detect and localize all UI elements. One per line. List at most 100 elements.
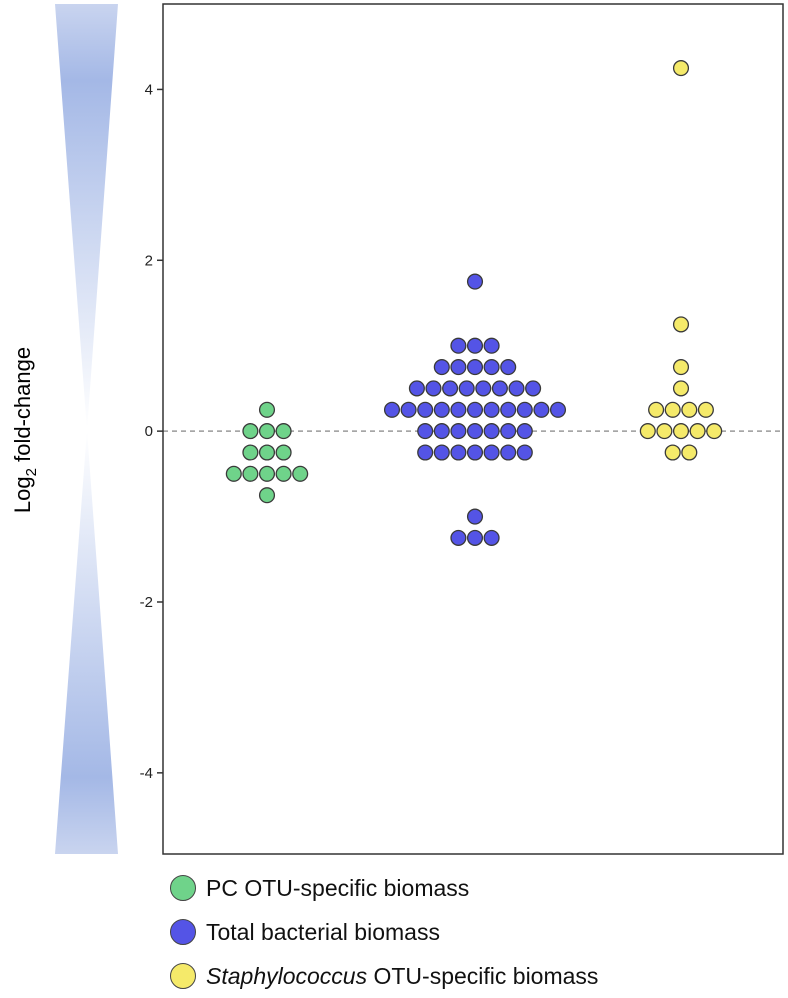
- data-point: [417, 444, 434, 461]
- data-point: [225, 465, 242, 482]
- y-tick-label: 0: [145, 423, 153, 440]
- data-point: [500, 423, 517, 440]
- data-point: [689, 423, 706, 440]
- data-point: [450, 337, 467, 354]
- data-point: [433, 444, 450, 461]
- data-point: [672, 380, 690, 397]
- data-point: [483, 359, 500, 376]
- legend-swatch-staphylococcus: [170, 963, 196, 989]
- data-point: [664, 444, 681, 461]
- data-point: [483, 337, 500, 354]
- data-point: [450, 359, 467, 376]
- data-point: [516, 423, 533, 440]
- data-point: [242, 444, 259, 461]
- y-axis-label-rest: fold-change: [10, 347, 35, 468]
- legend-swatch-pc-otu: [170, 875, 196, 901]
- data-point: [450, 423, 467, 440]
- y-tick-label: 2: [145, 252, 153, 269]
- legend-item-pc-otu: PC OTU-specific biomass: [170, 866, 598, 910]
- data-point: [466, 423, 484, 440]
- y-axis-label-main: Log: [10, 476, 35, 513]
- data-point: [417, 401, 434, 418]
- data-point: [275, 465, 292, 482]
- data-point: [292, 465, 309, 482]
- plot-frame: [162, 3, 784, 855]
- y-axis-label-subscript: 2: [23, 468, 40, 476]
- data-point: [672, 359, 690, 376]
- data-point: [433, 401, 450, 418]
- y-tick-label: 4: [145, 81, 153, 98]
- data-point: [681, 401, 698, 418]
- legend-swatch-total-bacterial: [170, 919, 196, 945]
- data-point: [450, 529, 467, 546]
- data-point: [450, 401, 467, 418]
- data-point: [425, 380, 442, 397]
- data-point: [681, 444, 698, 461]
- data-point: [483, 423, 500, 440]
- data-point: [383, 401, 401, 418]
- data-point: [466, 529, 484, 546]
- data-point: [672, 423, 690, 440]
- data-point: [258, 423, 276, 440]
- data-point: [483, 401, 500, 418]
- data-point: [466, 508, 484, 525]
- legend-label-staphylococcus: Staphylococcus OTU-specific biomass: [206, 963, 598, 990]
- legend-label-pc-otu: PC OTU-specific biomass: [206, 874, 470, 901]
- data-point: [466, 401, 484, 418]
- data-point: [450, 444, 467, 461]
- data-point: [458, 380, 475, 397]
- data-point: [500, 401, 517, 418]
- data-point: [258, 401, 276, 418]
- data-point: [706, 423, 723, 440]
- data-point: [258, 465, 276, 482]
- y-tick-label: -2: [140, 594, 153, 611]
- data-point: [508, 380, 525, 397]
- legend-label-staphylococcus-rest: OTU-specific biomass: [367, 962, 599, 989]
- data-point: [475, 380, 492, 397]
- y-axis-label: Log2 fold-change: [10, 347, 40, 513]
- svg-text:Log2 fold-change: Log2 fold-change: [10, 347, 40, 513]
- data-point: [466, 337, 484, 354]
- y-axis-ticks: 4 2 0 -2 -4: [140, 81, 163, 782]
- data-point: [500, 359, 517, 376]
- data-point: [664, 401, 681, 418]
- legend-item-total-bacterial: Total bacterial biomass: [170, 910, 598, 954]
- data-point: [408, 380, 425, 397]
- data-point: [639, 423, 656, 440]
- data-point: [672, 316, 690, 333]
- data-point: [466, 273, 484, 290]
- data-point: [648, 401, 665, 418]
- data-point: [491, 380, 508, 397]
- data-point: [656, 423, 673, 440]
- data-point: [417, 423, 434, 440]
- data-point: [433, 423, 450, 440]
- legend-label-staphylococcus-italic: Staphylococcus: [206, 962, 368, 989]
- legend-label-total-bacterial: Total bacterial biomass: [206, 918, 440, 945]
- data-point: [258, 487, 276, 504]
- data-point: [466, 444, 484, 461]
- data-point: [533, 401, 550, 418]
- data-point: [549, 401, 567, 418]
- data-point: [466, 359, 484, 376]
- data-point: [433, 359, 450, 376]
- data-points: [225, 60, 723, 546]
- legend-item-staphylococcus: Staphylococcus OTU-specific biomass: [170, 954, 598, 998]
- legend: PC OTU-specific biomass Total bacterial …: [170, 866, 598, 998]
- data-point: [242, 423, 259, 440]
- data-point: [500, 444, 517, 461]
- data-point: [275, 444, 292, 461]
- data-point: [483, 444, 500, 461]
- chart: Log2 fold-change 420-2-4: [10, 3, 784, 855]
- y-tick-label: -4: [140, 765, 153, 782]
- data-point: [400, 401, 417, 418]
- data-point: [442, 380, 459, 397]
- data-point: [242, 465, 259, 482]
- data-point: [258, 444, 276, 461]
- data-point: [516, 444, 533, 461]
- data-point: [525, 380, 542, 397]
- data-point: [697, 401, 714, 418]
- data-point: [483, 529, 500, 546]
- data-point: [516, 401, 533, 418]
- data-point: [275, 423, 292, 440]
- fold-change-gradient-wedge: [55, 4, 118, 854]
